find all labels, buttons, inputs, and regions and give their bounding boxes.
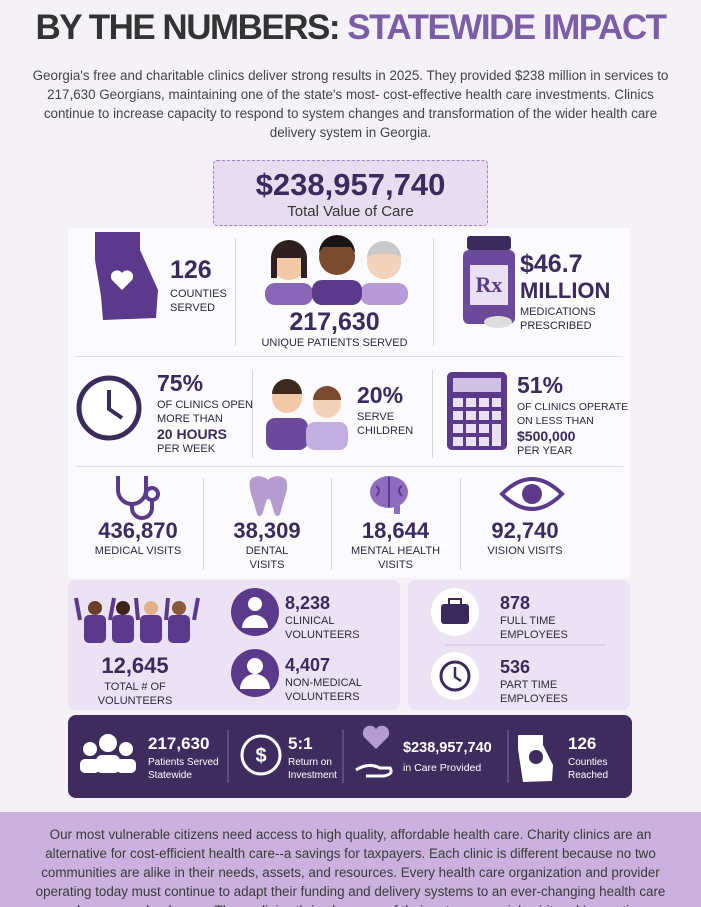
stat-label: OF CLINICS OPEN MORE THAN [157, 399, 253, 425]
intro: Georgia's free and charitable clinics de… [32, 68, 669, 140]
visit-label: MENTAL HEALTH VISITS [350, 545, 441, 571]
stat-label: OF CLINICS OPERATE ON LESS THAN [517, 401, 629, 427]
non-medical-label: NON-MEDICAL VOLUNTEERS [285, 677, 362, 703]
heart-hand-icon [355, 725, 393, 778]
stat-suffix: PER YEAR [517, 445, 573, 457]
summary-label: Patients Served Statewide [148, 757, 219, 781]
volunteer-total-label: TOTAL # OF VOLUNTEERS [97, 681, 173, 707]
divider [432, 370, 433, 458]
visit-label: VISION VISITS [487, 545, 563, 557]
stat-emphasis: 20 HOURS [157, 426, 228, 442]
roi-icon: $ [240, 734, 282, 776]
stat-value: 126 [170, 256, 212, 284]
divider [331, 478, 332, 570]
part-time-label: PART TIME EMPLOYEES [500, 679, 568, 705]
stat-label: UNIQUE PATIENTS SERVED [261, 337, 408, 349]
divider [203, 478, 204, 570]
total-value: $238,957,740 [255, 167, 446, 202]
stat-emphasis: $500,000 [517, 428, 576, 444]
brain-icon [370, 476, 408, 514]
svg-text:Rx: Rx [476, 272, 503, 297]
visit-value: 18,644 [361, 518, 430, 543]
visit-value: 92,740 [491, 518, 559, 543]
georgia-pin-icon [518, 735, 553, 782]
divider [433, 238, 434, 346]
volunteer-total-value: 12,645 [101, 653, 169, 678]
clock-icon [76, 375, 142, 441]
summary-value: 126 [568, 734, 597, 753]
clinical-value: 8,238 [285, 593, 331, 613]
summary-label: in Care Provided [403, 762, 482, 774]
stat-value: 20% [357, 382, 404, 408]
volunteer-icons [74, 588, 605, 700]
stat-value: 51% [517, 372, 564, 398]
clinical-icon [231, 588, 279, 636]
svg-text:$: $ [255, 745, 266, 767]
part-time-value: 536 [500, 657, 531, 677]
stat-value: $46.7 [520, 250, 583, 278]
full-time-value: 878 [500, 593, 531, 613]
heart-icon [110, 270, 134, 290]
summary-label: Return on Investment [288, 757, 337, 781]
footer: Our most vulnerable citizens need access… [0, 812, 701, 907]
divider [252, 370, 253, 458]
people-icon [265, 235, 408, 305]
footer-text: Our most vulnerable citizens need access… [35, 827, 666, 907]
stat-value: 217,630 [289, 308, 380, 336]
clinical-label: CLINICAL VOLUNTEERS [285, 615, 360, 641]
summary-value: $238,957,740 [403, 740, 492, 756]
tooth-icon [249, 476, 288, 517]
visit-value: 38,309 [233, 518, 301, 543]
stat-unit: MILLION [520, 278, 611, 303]
stat-suffix: PER WEEK [157, 443, 216, 455]
divider [75, 466, 623, 467]
visit-value: 436,870 [98, 518, 178, 543]
calculator-icon [447, 372, 507, 450]
stat-label: SERVE CHILDREN [357, 411, 414, 437]
total-box: $238,957,740 Total Value of Care [213, 160, 488, 226]
stat-label: MEDICATIONS PRESCRIBED [520, 306, 596, 332]
divider [75, 356, 623, 357]
summary-label: Counties Reached [568, 757, 609, 781]
title-accent: STATEWIDE IMPACT [347, 8, 667, 47]
title: BY THE NUMBERS: STATEWIDE IMPACT [0, 8, 701, 48]
summary-icons: $ [80, 725, 553, 783]
visit-label: MEDICAL VISITS [94, 545, 182, 557]
title-dark: BY THE NUMBERS: [35, 8, 341, 47]
volunteer-figures-icon [74, 597, 200, 643]
stethoscope-icon [116, 476, 160, 520]
non-medical-value: 4,407 [285, 655, 331, 675]
divider [235, 238, 236, 346]
stat-value: 75% [157, 370, 204, 396]
divider [460, 478, 461, 570]
summary-value: 217,630 [148, 734, 210, 753]
group-icon [80, 734, 136, 773]
summary-value: 5:1 [288, 734, 313, 753]
children-icon [266, 379, 348, 450]
stat-label: COUNTIES SERVED [170, 288, 227, 314]
pill-bottle-icon: Rx [463, 236, 515, 328]
eye-icon [499, 477, 565, 511]
full-time-label: FULL TIME EMPLOYEES [500, 615, 568, 641]
total-label: Total Value of Care [287, 203, 414, 220]
visit-label: DENTAL VISITS [245, 545, 289, 571]
